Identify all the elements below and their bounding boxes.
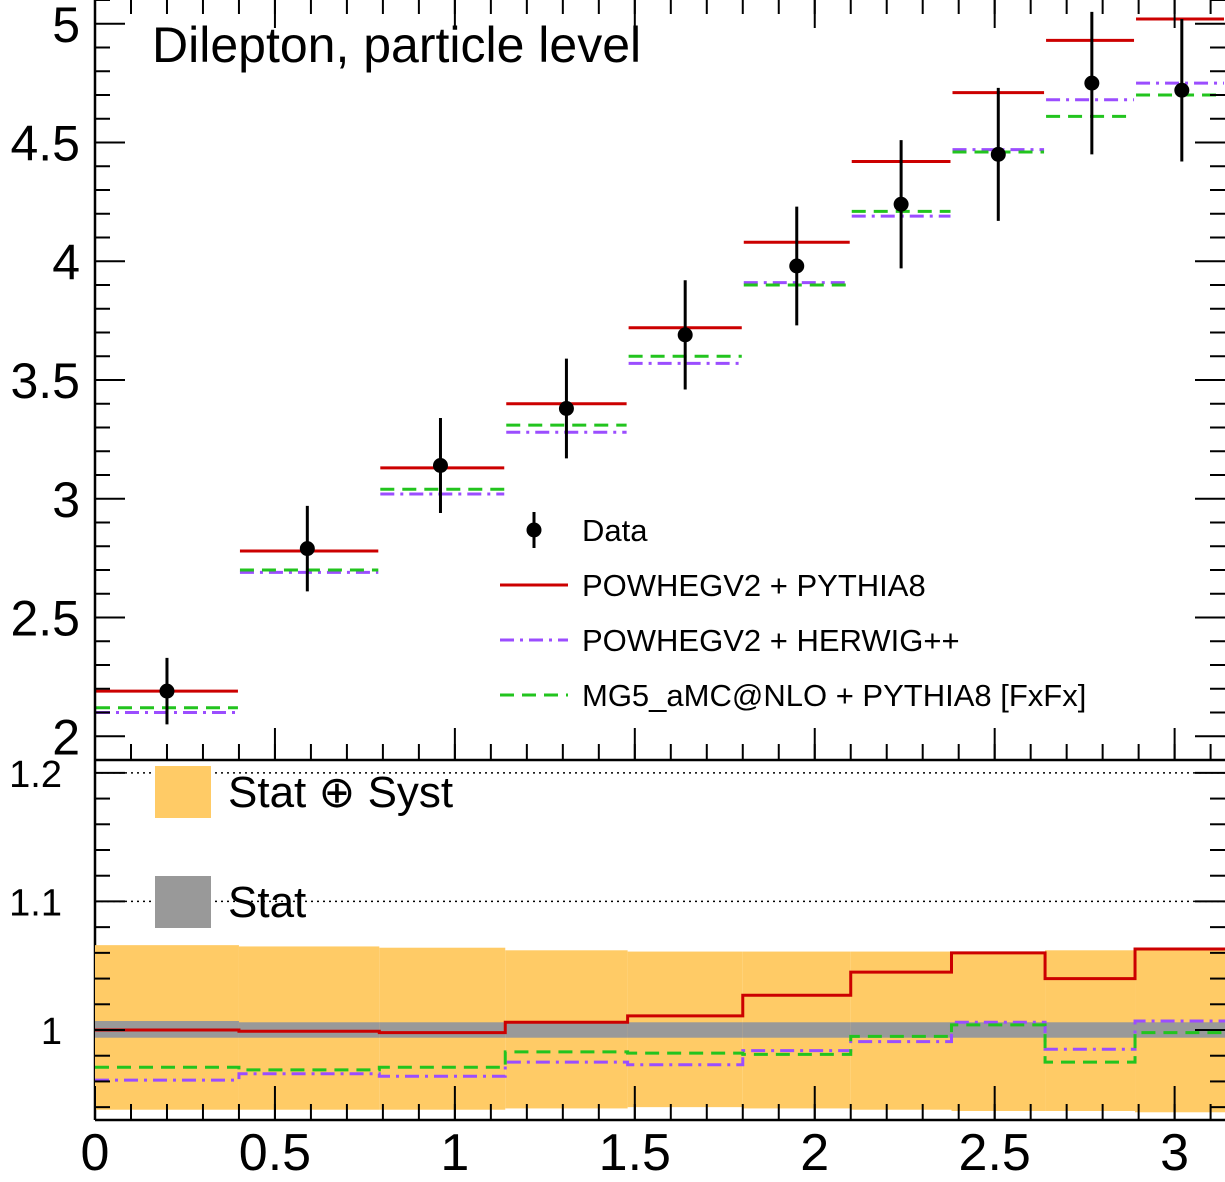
x-tick-label: 0	[81, 1124, 110, 1182]
x-tick-label: 2	[800, 1124, 829, 1182]
y-tick-label: 2.5	[10, 591, 80, 647]
y-tick-label: 4.5	[10, 116, 80, 172]
x-tick-label: 3	[1160, 1124, 1189, 1182]
legend-band-swatch	[155, 876, 211, 928]
stat-band-bin	[505, 1022, 628, 1038]
x-tick-label: 1	[440, 1124, 469, 1182]
data-point	[558, 401, 574, 416]
stat-band-bin	[379, 1022, 506, 1038]
data-point	[893, 196, 909, 212]
ratio-y-tick-label: 1	[41, 1011, 62, 1053]
stat-band-bin	[1045, 1022, 1136, 1038]
legend-label-data: Data	[582, 513, 648, 548]
legend-label: POWHEGV2 + PYTHIA8	[582, 568, 926, 603]
ratio-y-tick-label: 1.2	[9, 754, 62, 796]
data-point	[789, 258, 805, 274]
legend-label: POWHEGV2 + HERWIG++	[582, 623, 960, 658]
ratio-line-powhegv2-herwig-	[95, 1019, 1225, 1082]
data-point	[1084, 75, 1100, 91]
y-tick-label: 4	[52, 234, 80, 290]
x-tick-label: 1.5	[599, 1124, 671, 1182]
legend-band-swatch	[155, 766, 211, 818]
data-point	[990, 146, 1006, 162]
x-tick-label: 0.5	[239, 1124, 311, 1182]
ratio-line-powhegv2-pythia8	[95, 947, 1225, 1035]
y-tick-label: 3.5	[10, 353, 80, 409]
legend-data-marker	[526, 522, 542, 538]
y-tick-label: 5	[52, 0, 80, 53]
stat-band-bin	[1135, 1022, 1225, 1038]
chart-title: Dilepton, particle level	[152, 17, 641, 73]
legend: Data POWHEGV2 + PYTHIA8 POWHEGV2 + HERWIG+…	[500, 512, 1086, 713]
data-point	[159, 683, 175, 699]
y-tick-label: 2	[52, 709, 80, 765]
y-tick-label: 3	[52, 472, 80, 528]
ratio-y-tick-label: 1.1	[9, 882, 62, 924]
data-point	[299, 541, 315, 557]
stat-band-bin	[742, 1022, 851, 1038]
ratio-legend: Stat ⊕ Syst Stat	[155, 766, 453, 928]
data-point	[677, 327, 693, 343]
ratio-line-mg5-amc-nlo-pythia8-fxfx-	[95, 1023, 1225, 1072]
upper-panel: 2 2.5 3 3.5 4 4.5 5 Dilepton, particle level	[10, 0, 1225, 1120]
x-tick-label: 2.5	[959, 1124, 1031, 1182]
legend-band-label: Stat ⊕ Syst	[228, 768, 453, 817]
ratio-panel: 0 0.5 1 1.5 2 2.5 3 1 1.1 1.2	[9, 754, 1225, 1182]
data-point	[432, 458, 448, 473]
stat-band-bin	[627, 1022, 743, 1038]
stat-band-bin	[850, 1022, 952, 1038]
data-point	[1174, 82, 1190, 98]
legend-label: MG5_aMC@NLO + PYTHIA8 [FxFx]	[582, 678, 1086, 713]
legend-band-label: Stat	[228, 878, 306, 927]
